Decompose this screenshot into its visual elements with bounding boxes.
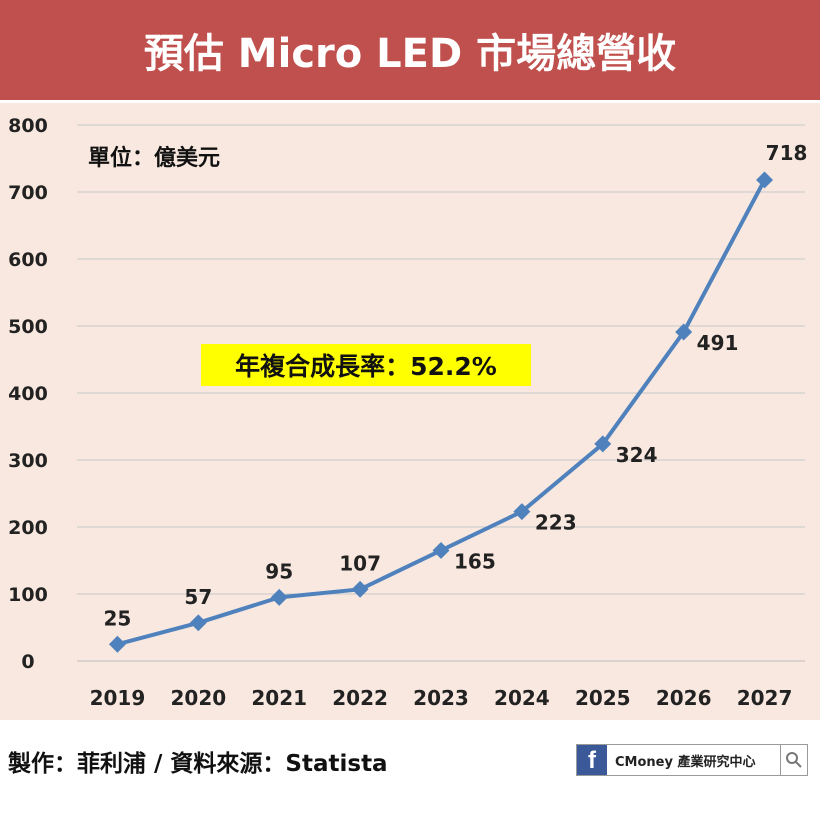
- brand-name: CMoney 產業研究中心: [615, 754, 756, 770]
- data-point: [756, 171, 774, 189]
- y-tick-label: 300: [8, 450, 48, 472]
- data-label: 718: [766, 141, 808, 165]
- x-axis-ticks: 2019 2020 2021 2022 2023 2024 2025 2026 2027: [90, 686, 793, 710]
- y-axis-ticks: 0 100 200 300 400 500 600 700 800: [8, 115, 48, 673]
- data-label: 491: [697, 331, 739, 355]
- x-tick-label: 2022: [332, 686, 388, 710]
- y-tick-label: 700: [8, 182, 48, 204]
- data-label: 25: [104, 606, 132, 630]
- data-markers: [108, 171, 774, 653]
- search-icon[interactable]: [780, 745, 807, 775]
- series-line: [116, 179, 767, 647]
- data-labels: 25 57 95 107 165 223 324 491 718: [104, 141, 808, 630]
- y-tick-label: 0: [21, 651, 34, 673]
- data-point: [432, 541, 450, 559]
- gridlines: [77, 124, 805, 662]
- x-tick-label: 2021: [251, 686, 307, 710]
- x-tick-label: 2027: [737, 686, 793, 710]
- data-label: 95: [265, 559, 293, 583]
- x-tick-label: 2024: [494, 686, 550, 710]
- x-tick-label: 2023: [413, 686, 469, 710]
- x-tick-label: 2026: [656, 686, 712, 710]
- brand-badge[interactable]: f CMoney 產業研究中心: [576, 744, 808, 776]
- data-point: [513, 503, 531, 521]
- y-tick-label: 200: [8, 517, 48, 539]
- x-tick-label: 2020: [170, 686, 226, 710]
- facebook-icon: f: [577, 745, 607, 775]
- y-tick-label: 400: [8, 383, 48, 405]
- data-label: 324: [616, 443, 658, 467]
- unit-label: 單位：億美元: [88, 146, 221, 171]
- chart-panel: 0 100 200 300 400 500 600 700 800 2019 2020 2021 20…: [0, 103, 820, 720]
- source-credit: 製作：菲利浦 / 資料來源：Statista: [8, 751, 388, 777]
- x-tick-label: 2025: [575, 686, 631, 710]
- data-point: [270, 588, 288, 606]
- chart-title-banner: 預估 Micro LED 市場總營收: [0, 0, 820, 100]
- data-label: 223: [535, 511, 577, 535]
- data-point: [351, 580, 369, 598]
- data-point: [108, 635, 126, 653]
- data-point: [189, 614, 207, 632]
- y-tick-label: 100: [8, 584, 48, 606]
- data-label: 57: [184, 585, 212, 609]
- y-tick-label: 500: [8, 316, 48, 338]
- cagr-annotation: 年複合成長率：52.2%: [201, 344, 531, 386]
- y-tick-label: 800: [8, 115, 48, 137]
- chart-title: 預估 Micro LED 市場總營收: [143, 31, 677, 77]
- data-point: [675, 323, 693, 341]
- y-tick-label: 600: [8, 249, 48, 271]
- data-label: 165: [454, 549, 496, 573]
- x-tick-label: 2019: [90, 686, 146, 710]
- data-point: [594, 435, 612, 453]
- data-label: 107: [339, 551, 381, 575]
